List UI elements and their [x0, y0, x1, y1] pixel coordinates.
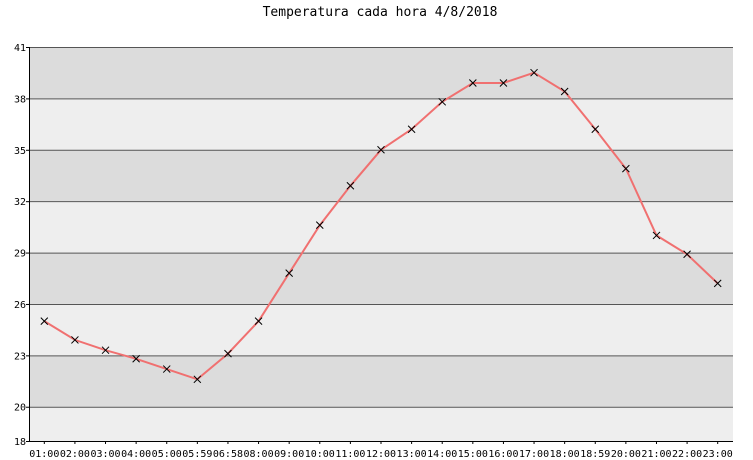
x-tick-label: 04:00	[121, 449, 151, 460]
data-point	[468, 79, 477, 87]
data-point	[683, 250, 691, 259]
data-point	[438, 97, 447, 106]
y-tick-label: 35	[14, 146, 26, 157]
x-tick-label: 16:00	[488, 449, 518, 460]
x-tick-label: 09:00	[274, 449, 304, 460]
x-tick-label: 10:00	[305, 449, 335, 460]
plot-band	[29, 355, 733, 407]
x-tick-label: 08:00	[244, 449, 274, 460]
x-tick-label: 13:00	[397, 449, 427, 460]
chart-title: Temperatura cada hora 4/8/2018	[263, 5, 498, 20]
data-point	[193, 375, 202, 384]
data-point	[346, 181, 355, 190]
y-tick-label: 18	[14, 437, 26, 448]
data-point	[377, 145, 385, 154]
x-tick-label: 21:00	[641, 449, 671, 460]
plot-band	[29, 252, 733, 304]
plot-band	[29, 303, 733, 356]
y-tick-label: 32	[14, 197, 26, 208]
x-tick-label: 22:00	[672, 449, 702, 460]
x-tick-label: 06:58	[213, 449, 243, 460]
y-tick-label: 38	[14, 94, 26, 105]
y-axis-ticks: 18 20 23 26 29 32 35 38 41	[14, 43, 29, 448]
x-tick-label: 18:00	[550, 449, 580, 460]
x-tick-label: 17:00	[519, 449, 549, 460]
x-tick-label: 20:00	[611, 449, 641, 460]
y-tick-label: 41	[14, 43, 26, 54]
data-point	[224, 349, 232, 358]
data-point	[591, 125, 600, 134]
data-point	[71, 336, 79, 344]
data-point	[101, 346, 110, 355]
data-point	[499, 79, 508, 87]
data-point	[132, 354, 140, 363]
x-axis-ticks: 01:00 02:00 03:00 04:00 05:00 05:59 06:58 08:00…	[29, 441, 733, 460]
plot-band	[29, 406, 733, 441]
y-tick-label: 26	[14, 300, 26, 311]
x-tick-label: 12:00	[366, 449, 396, 460]
data-point	[560, 87, 569, 96]
data-point	[622, 164, 630, 173]
data-point	[407, 125, 416, 134]
x-tick-label: 01:00	[29, 449, 59, 460]
y-tick-label: 23	[14, 351, 26, 362]
data-point	[652, 231, 661, 240]
plot-band	[29, 47, 733, 99]
data-point	[530, 68, 538, 77]
x-tick-label: 14:00	[427, 449, 457, 460]
data-point	[315, 221, 324, 230]
data-point	[713, 279, 722, 288]
plot-band	[29, 98, 733, 150]
x-tick-label: 02:00	[60, 449, 90, 460]
data-point	[40, 317, 49, 325]
plot-band	[29, 201, 733, 253]
x-tick-label: 23:00	[703, 449, 733, 460]
x-tick-label: 15:00	[458, 449, 488, 460]
x-tick-label: 05:00	[152, 449, 182, 460]
x-tick-label: 05:59	[182, 449, 212, 460]
plot-band	[29, 149, 733, 202]
data-point	[285, 269, 294, 277]
x-tick-label: 18:59	[580, 449, 610, 460]
y-tick-label: 29	[14, 249, 26, 260]
plot-background	[29, 47, 733, 441]
temperature-markers	[40, 68, 722, 384]
y-tick-label: 20	[14, 403, 26, 414]
data-point	[162, 365, 171, 373]
x-tick-label: 11:00	[335, 449, 365, 460]
data-point	[254, 317, 263, 325]
x-tick-label: 03:00	[90, 449, 120, 460]
